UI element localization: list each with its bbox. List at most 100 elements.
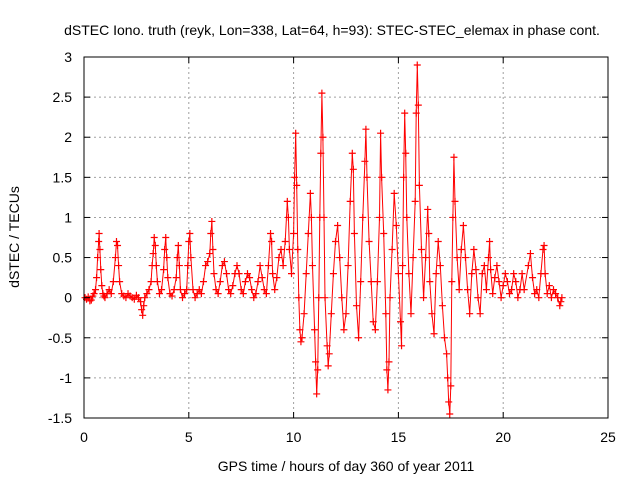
data-point [503, 278, 511, 286]
data-point [206, 250, 214, 258]
data-point [540, 242, 548, 250]
data-point [235, 270, 243, 278]
data-point [161, 246, 169, 254]
data-point [428, 310, 436, 318]
data-point [207, 229, 215, 237]
data-point [313, 390, 321, 398]
y-tick-label: 3 [64, 49, 72, 65]
data-point [202, 262, 210, 270]
data-point [552, 290, 560, 298]
data-point [493, 262, 501, 270]
data-points [81, 61, 566, 418]
data-point [209, 246, 217, 254]
data-point [380, 229, 388, 237]
data-point [304, 229, 312, 237]
data-point [317, 149, 325, 157]
data-point [376, 213, 384, 221]
data-point [267, 229, 275, 237]
data-point [291, 173, 299, 181]
data-point [311, 326, 319, 334]
data-point [487, 266, 495, 274]
data-point [453, 254, 461, 262]
data-point [378, 173, 386, 181]
data-point [189, 286, 197, 294]
data-point [97, 266, 105, 274]
data-point [220, 258, 228, 266]
data-point [535, 294, 543, 302]
plot-frame [83, 56, 609, 419]
data-point [539, 246, 547, 254]
data-point [422, 254, 430, 262]
data-point [373, 278, 381, 286]
data-point [183, 286, 191, 294]
data-point [283, 197, 291, 205]
data-point [134, 294, 142, 302]
data-point [508, 286, 516, 294]
data-point [258, 274, 266, 282]
data-point [474, 294, 482, 302]
data-point [229, 282, 237, 290]
data-point [444, 374, 452, 382]
data-point [233, 262, 241, 270]
y-tick-label: -1 [60, 370, 73, 386]
data-point [355, 334, 363, 342]
data-point [112, 238, 120, 246]
data-point [260, 286, 268, 294]
y-tick-label: -1.5 [48, 410, 72, 426]
data-point [323, 342, 331, 350]
data-point [90, 290, 98, 298]
data-point [184, 262, 192, 270]
data-point [392, 221, 400, 229]
data-point [216, 278, 224, 286]
data-point [95, 238, 103, 246]
data-point [329, 270, 337, 278]
data-point [173, 254, 181, 262]
data-point [495, 278, 503, 286]
data-point [145, 286, 153, 294]
data-point [227, 290, 235, 298]
data-point [95, 229, 103, 237]
axis-ticks: 0 5 10 15 20 25 -1.5 -1 -0.5 0 0.5 1 1.5 2 2.5 3 [48, 49, 616, 445]
data-point [94, 254, 102, 262]
data-point [543, 290, 551, 298]
data-point [332, 238, 340, 246]
data-point [170, 286, 178, 294]
data-point [401, 109, 409, 117]
data-point [137, 298, 145, 306]
data-point [486, 238, 494, 246]
data-point [415, 181, 423, 189]
data-point [396, 318, 404, 326]
y-tick-label: 1.5 [53, 169, 73, 185]
data-point [350, 229, 358, 237]
data-point [241, 278, 249, 286]
data-point [271, 286, 279, 294]
data-point [446, 410, 454, 418]
data-point [526, 250, 534, 258]
data-point [312, 358, 320, 366]
data-point [545, 282, 553, 290]
x-tick-label: 15 [391, 429, 407, 445]
data-point [472, 266, 480, 274]
data-point [409, 254, 417, 262]
data-point [277, 246, 285, 254]
data-point [383, 366, 391, 374]
series-trace [84, 64, 563, 415]
data-point [212, 286, 220, 294]
data-point [352, 302, 360, 310]
data-point [210, 270, 218, 278]
data-point [308, 262, 316, 270]
data-point [485, 254, 493, 262]
data-point [390, 189, 398, 197]
data-point [292, 129, 300, 137]
data-point [424, 205, 432, 213]
data-point [402, 149, 410, 157]
data-point [152, 262, 160, 270]
data-point [434, 238, 442, 246]
data-point [491, 274, 499, 282]
data-point [449, 213, 457, 221]
data-point [306, 189, 314, 197]
data-point [529, 274, 537, 282]
data-point [344, 262, 352, 270]
data-point [160, 266, 168, 274]
